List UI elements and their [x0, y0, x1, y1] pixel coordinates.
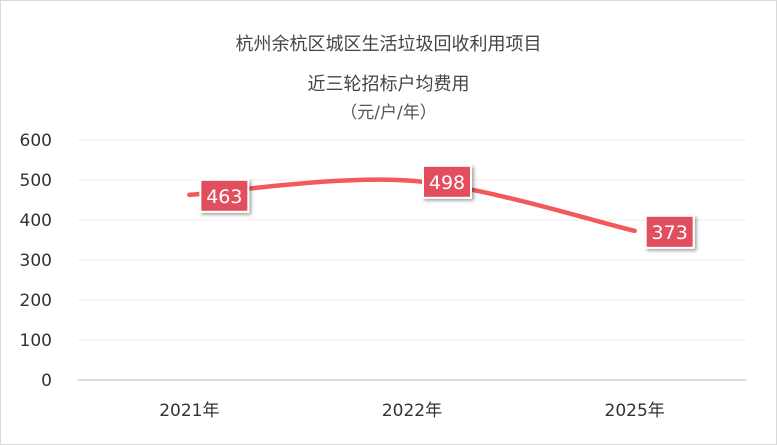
data-label-box [422, 164, 472, 199]
series-line [187, 177, 637, 234]
data-label: 373 [644, 214, 695, 249]
y-tick-label: 0 [41, 371, 52, 391]
chart-title-line-1: 杭州余杭区城区生活垃圾回收利用项目 [235, 34, 542, 55]
data-label-text: 463 [206, 186, 242, 208]
y-tick-label: 400 [20, 211, 52, 231]
y-tick-label: 200 [20, 291, 52, 311]
x-tick-label: 2021年 [159, 401, 219, 421]
x-tick-label: 2025年 [605, 401, 665, 421]
data-label-box [644, 214, 695, 249]
y-tick-label: 100 [20, 331, 52, 351]
chart-title-unit: （元/户/年） [340, 103, 437, 123]
data-label-box [199, 178, 250, 213]
y-tick-label: 500 [20, 171, 52, 191]
data-label-text: 498 [429, 172, 465, 194]
data-label: 463 [199, 178, 250, 213]
data-label: 498 [422, 164, 472, 199]
y-tick-label: 300 [20, 251, 52, 271]
y-tick-label: 600 [20, 131, 52, 151]
x-tick-label: 2022年 [382, 401, 442, 421]
chart-title-line-2: 近三轮招标户均费用 [307, 74, 470, 95]
data-label-text: 373 [652, 222, 688, 244]
